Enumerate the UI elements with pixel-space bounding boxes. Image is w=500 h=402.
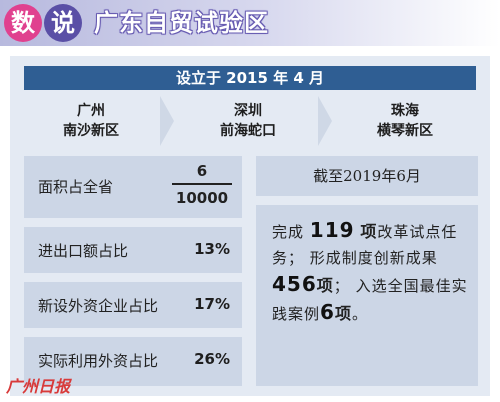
zone-city: 深圳 — [234, 103, 262, 119]
badge-shu: 数 — [4, 4, 42, 42]
zone-area: 横琴新区 — [377, 123, 433, 139]
summary-box: 完成 119 项改革试点任务； 形成制度创新成果456项； 入选全国最佳实践案例… — [256, 205, 478, 386]
summary-text: 。 — [351, 305, 368, 323]
summary-text: 改革试点任务； — [272, 223, 458, 267]
zone-shenzhen: 深圳 前海蛇口 — [173, 96, 323, 146]
established-date-bar: 设立于 2015 年 4 月 — [24, 66, 476, 90]
chevron-divider-icon — [318, 96, 332, 146]
zone-area: 前海蛇口 — [220, 123, 276, 139]
chevron-divider-icon — [160, 96, 174, 146]
stat-row-trade: 进出口额占比 13% — [24, 227, 242, 273]
summary-text: ； — [333, 277, 350, 295]
stat-label: 实际利用外资占比 — [38, 352, 159, 370]
badge-shuo: 说 — [44, 4, 82, 42]
area-fraction: 6 10000 — [172, 162, 232, 207]
stat-label: 进出口额占比 — [38, 242, 129, 260]
stat-value: 17% — [194, 295, 230, 313]
summary-text: 完成 — [272, 223, 305, 241]
fraction-numerator: 6 — [196, 162, 208, 180]
summary-number: 456 — [272, 272, 317, 296]
header-banner: 数 说 广东自贸试验区 — [0, 0, 500, 46]
zone-guangzhou: 广州 南沙新区 — [16, 96, 166, 146]
infographic-panel: 设立于 2015 年 4 月 广州 南沙新区 深圳 前海蛇口 珠海 横琴新区 面… — [10, 56, 490, 396]
summary-unit: 项 — [360, 222, 378, 241]
stat-value: 26% — [194, 350, 230, 368]
stat-row-new-foreign-enterprises: 新设外资企业占比 17% — [24, 282, 242, 328]
fraction-denominator: 10000 — [175, 189, 229, 207]
zone-area: 南沙新区 — [63, 123, 119, 139]
summary-unit: 项 — [316, 276, 334, 295]
summary-number: 119 — [309, 218, 355, 242]
summary-text: 入选全国最佳实践案例 — [272, 277, 468, 323]
as-of-date: 截至2019年6月 — [256, 156, 478, 196]
stat-label: 新设外资企业占比 — [38, 297, 159, 315]
newspaper-logo: 广州日报 — [6, 377, 71, 396]
summary-unit: 项 — [334, 304, 352, 323]
zone-city: 广州 — [77, 103, 105, 119]
stat-row-area: 面积占全省 6 10000 — [24, 156, 242, 218]
stat-label: 面积占全省 — [38, 178, 114, 196]
page-title: 广东自贸试验区 — [94, 9, 269, 37]
stat-row-actual-fdi: 实际利用外资占比 26% — [24, 337, 242, 386]
zone-zhuhai: 珠海 横琴新区 — [330, 96, 480, 146]
zone-city: 珠海 — [391, 103, 419, 119]
summary-text: 形成制度创新成果 — [309, 249, 438, 267]
summary-number: 6 — [320, 300, 335, 324]
fraction-bar — [172, 183, 232, 185]
stat-value: 13% — [194, 240, 230, 258]
